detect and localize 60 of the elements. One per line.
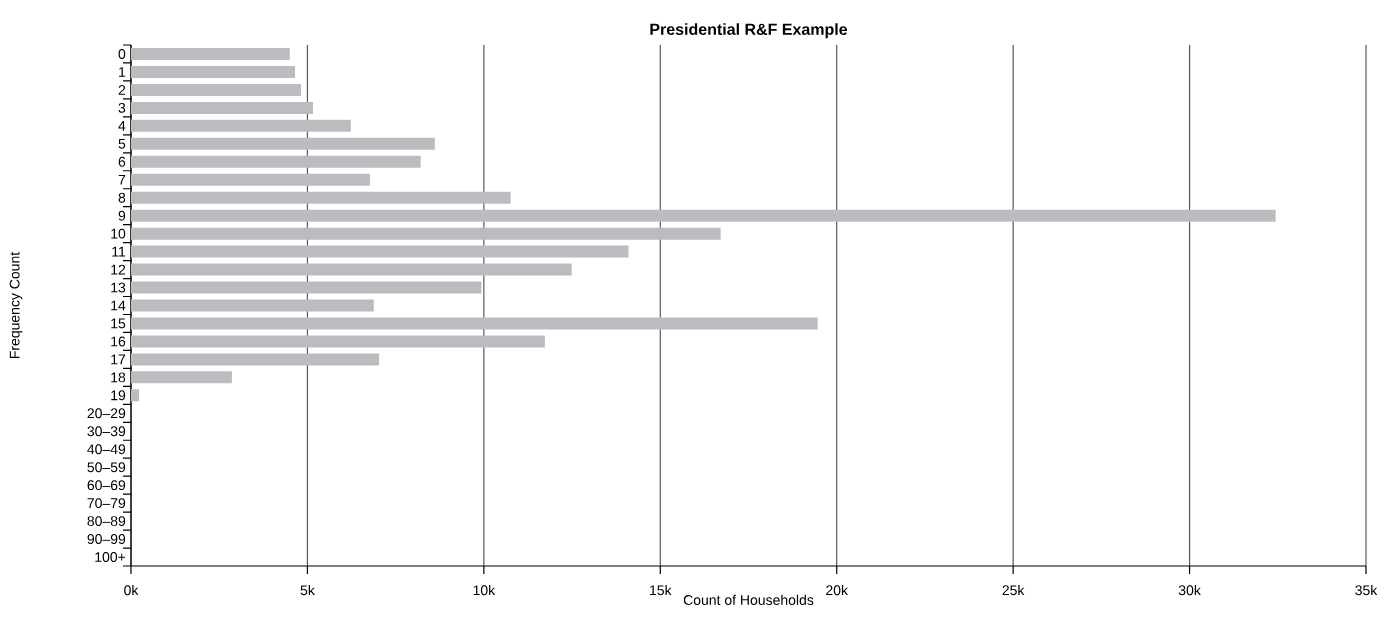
y-tick-label: 5 [118, 138, 126, 149]
bar [131, 353, 380, 366]
x-tick-label: 30k [1178, 584, 1201, 596]
chart-title: Presidential R&F Example [650, 23, 848, 39]
y-tick-label: 1 [119, 67, 126, 77]
y-tick-label: 2 [118, 85, 126, 95]
bar [131, 173, 370, 186]
y-tick-label: 6 [118, 156, 126, 167]
bar [131, 101, 314, 114]
y-tick-label: 17 [111, 354, 126, 365]
bar [131, 335, 545, 348]
y-tick-label: 40–49 [87, 444, 126, 455]
x-tick-label: 15k [650, 584, 672, 596]
bar [131, 245, 629, 258]
y-axis-title: Frequency Count [9, 251, 23, 359]
y-tick-label: 8 [118, 192, 126, 203]
y-tick-label: 60–69 [87, 480, 126, 491]
bar [131, 209, 1276, 222]
y-tick-label: 0 [118, 49, 126, 59]
y-tick-label: 100+ [95, 552, 126, 562]
y-tick-label: 70–79 [87, 498, 126, 509]
bar [131, 389, 140, 402]
x-tick-label: 25k [1002, 584, 1025, 596]
y-tick-label: 80–89 [87, 516, 126, 527]
y-tick-label: 9 [118, 210, 126, 221]
bar [131, 317, 818, 330]
bar [131, 47, 290, 60]
bar [131, 119, 351, 132]
y-tick-label: 90–99 [87, 534, 126, 545]
x-tick-label: 5k [300, 584, 315, 596]
x-tick-label: 35k [1355, 584, 1378, 596]
y-tick-label: 13 [111, 282, 126, 293]
y-tick-label: 30–39 [87, 426, 126, 437]
y-tick-label: 16 [111, 336, 126, 347]
y-tick-label: 18 [111, 372, 126, 383]
y-tick-label: 10 [111, 228, 126, 239]
y-tick-label: 20–29 [87, 408, 126, 419]
y-tick-label: 15 [111, 318, 126, 329]
y-tick-label: 14 [111, 300, 126, 311]
y-tick-label: 7 [118, 174, 126, 185]
x-axis-title: Count of Households [683, 594, 814, 605]
bar [131, 281, 482, 294]
bar [131, 299, 374, 312]
bar [131, 65, 296, 78]
y-tick-label: 19 [111, 390, 126, 401]
y-tick-label: 50–59 [87, 462, 126, 473]
y-tick-label: 11 [112, 246, 126, 257]
bar [131, 227, 721, 240]
y-tick-label: 4 [118, 121, 126, 131]
y-tick-label: 12 [111, 264, 126, 275]
x-tick-label: 20k [826, 584, 848, 596]
bar [131, 155, 421, 168]
bar [131, 137, 435, 150]
y-tick-label: 3 [118, 102, 126, 113]
x-tick-label: 10k [473, 584, 496, 596]
x-tick-label: 0k [124, 584, 139, 596]
bar [131, 83, 302, 96]
bar [131, 263, 572, 276]
bar [131, 191, 511, 204]
bar [131, 371, 232, 384]
